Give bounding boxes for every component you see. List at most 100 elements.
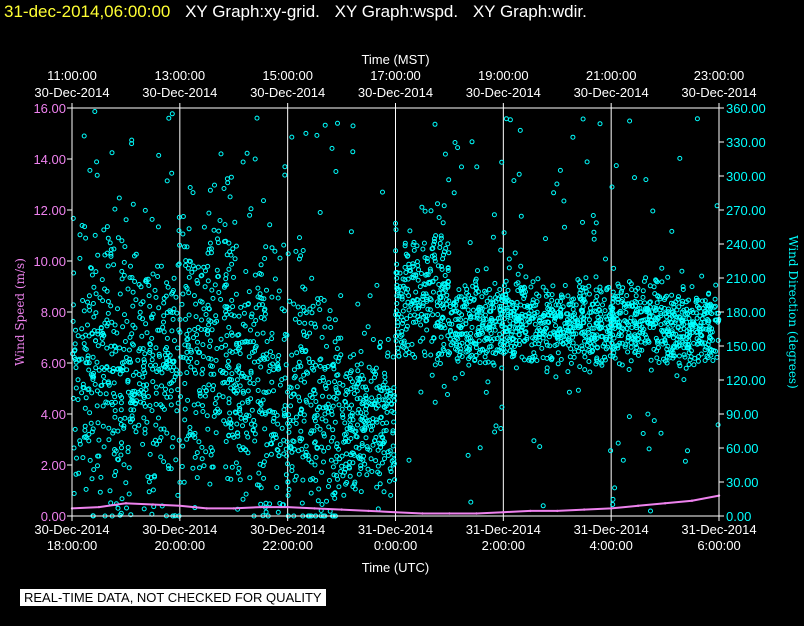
wind-direction-point bbox=[367, 293, 373, 299]
wind-direction-point bbox=[297, 311, 303, 317]
wind-direction-point bbox=[104, 224, 110, 230]
wind-direction-point bbox=[385, 388, 391, 394]
wind-direction-point bbox=[539, 345, 545, 351]
wind-direction-point bbox=[132, 424, 138, 430]
wind-direction-point bbox=[309, 310, 315, 316]
wind-direction-point bbox=[264, 339, 270, 344]
wind-direction-point bbox=[659, 265, 665, 271]
wind-direction-point bbox=[245, 388, 251, 394]
wind-direction-point bbox=[139, 333, 145, 339]
wind-direction-point bbox=[144, 382, 150, 388]
wind-direction-point bbox=[97, 295, 103, 301]
wind-direction-point bbox=[187, 424, 193, 430]
wind-direction-point bbox=[161, 295, 167, 301]
wind-direction-point bbox=[340, 415, 346, 420]
wind-direction-point bbox=[405, 299, 411, 305]
wind-direction-point bbox=[218, 151, 224, 157]
wind-direction-point bbox=[482, 312, 488, 318]
wind-direction-point bbox=[85, 299, 90, 305]
wind-direction-point bbox=[254, 115, 260, 121]
wind-direction-point bbox=[515, 280, 521, 286]
wind-direction-point bbox=[137, 314, 143, 320]
wind-direction-point bbox=[431, 252, 437, 258]
wind-direction-point bbox=[125, 379, 131, 385]
wind-direction-point bbox=[601, 297, 607, 303]
wind-direction-point bbox=[583, 288, 589, 294]
wind-direction-point bbox=[109, 150, 115, 156]
wind-direction-point bbox=[303, 453, 309, 458]
wind-direction-point bbox=[598, 289, 604, 295]
wind-direction-point bbox=[421, 281, 427, 287]
x-tick-label-top-time: 13:00:00 bbox=[155, 68, 206, 83]
wind-direction-point bbox=[427, 307, 433, 313]
wind-direction-point bbox=[267, 222, 273, 228]
wind-direction-point bbox=[182, 417, 188, 423]
wind-direction-point bbox=[101, 227, 107, 233]
wind-direction-point bbox=[669, 347, 675, 353]
wind-direction-point bbox=[677, 363, 683, 369]
wind-direction-point bbox=[405, 286, 411, 292]
wind-direction-point bbox=[307, 360, 313, 365]
wind-direction-point bbox=[150, 487, 156, 493]
wind-direction-point bbox=[194, 278, 200, 283]
wind-direction-point bbox=[569, 331, 575, 337]
wind-direction-point bbox=[492, 280, 498, 286]
wind-direction-point bbox=[703, 326, 709, 332]
wind-direction-point bbox=[672, 320, 678, 326]
wind-direction-point bbox=[111, 391, 116, 396]
wind-direction-point bbox=[126, 465, 132, 471]
wind-direction-point bbox=[363, 396, 369, 401]
wind-direction-point bbox=[113, 348, 119, 354]
wind-direction-point bbox=[651, 418, 657, 424]
wind-direction-point bbox=[499, 335, 505, 341]
wind-direction-point bbox=[394, 293, 400, 299]
wind-direction-point bbox=[299, 446, 305, 452]
wind-direction-point bbox=[100, 341, 106, 347]
wind-direction-point bbox=[507, 348, 513, 354]
wind-direction-point bbox=[194, 475, 200, 481]
wind-direction-point bbox=[685, 448, 690, 454]
wind-direction-point bbox=[355, 368, 361, 374]
wind-direction-point bbox=[348, 413, 353, 419]
wind-direction-point bbox=[355, 301, 361, 307]
wind-direction-point bbox=[317, 363, 323, 369]
wind-direction-point bbox=[609, 316, 615, 322]
wind-direction-point bbox=[207, 344, 213, 349]
wind-direction-point bbox=[549, 292, 555, 298]
wind-direction-point bbox=[308, 320, 314, 326]
wind-direction-point bbox=[570, 334, 576, 340]
wind-direction-point bbox=[176, 437, 182, 443]
wind-direction-point bbox=[135, 357, 141, 363]
wind-direction-point bbox=[194, 360, 200, 366]
wind-direction-point bbox=[244, 150, 250, 156]
wind-speed-point bbox=[259, 505, 262, 509]
wind-direction-point bbox=[99, 277, 105, 283]
wind-direction-point bbox=[150, 379, 156, 385]
wind-direction-point bbox=[71, 445, 77, 451]
wind-direction-point bbox=[582, 338, 587, 344]
wind-direction-point bbox=[332, 379, 338, 385]
wind-direction-point bbox=[304, 369, 309, 375]
wind-direction-point bbox=[156, 305, 162, 311]
y-tick-label-right: 90.00 bbox=[726, 407, 759, 422]
wind-direction-point bbox=[180, 214, 186, 219]
wind-direction-point bbox=[246, 289, 252, 295]
wind-direction-point bbox=[161, 459, 167, 465]
wind-direction-point bbox=[152, 437, 158, 443]
wind-direction-point bbox=[107, 488, 113, 494]
wind-direction-point bbox=[294, 384, 300, 390]
wind-direction-point bbox=[226, 324, 232, 330]
wind-direction-point bbox=[602, 308, 608, 314]
wind-direction-point bbox=[328, 325, 334, 330]
wind-direction-point bbox=[632, 332, 638, 338]
wind-direction-point bbox=[438, 233, 444, 239]
wind-direction-point bbox=[384, 409, 390, 415]
wind-direction-point bbox=[110, 430, 116, 436]
wind-direction-point bbox=[88, 265, 94, 271]
wind-direction-point bbox=[284, 332, 290, 338]
wind-direction-point bbox=[240, 321, 246, 327]
wind-direction-point bbox=[119, 440, 124, 446]
wind-direction-point bbox=[472, 278, 478, 284]
wind-direction-point bbox=[258, 262, 264, 268]
wind-direction-point bbox=[277, 500, 283, 506]
